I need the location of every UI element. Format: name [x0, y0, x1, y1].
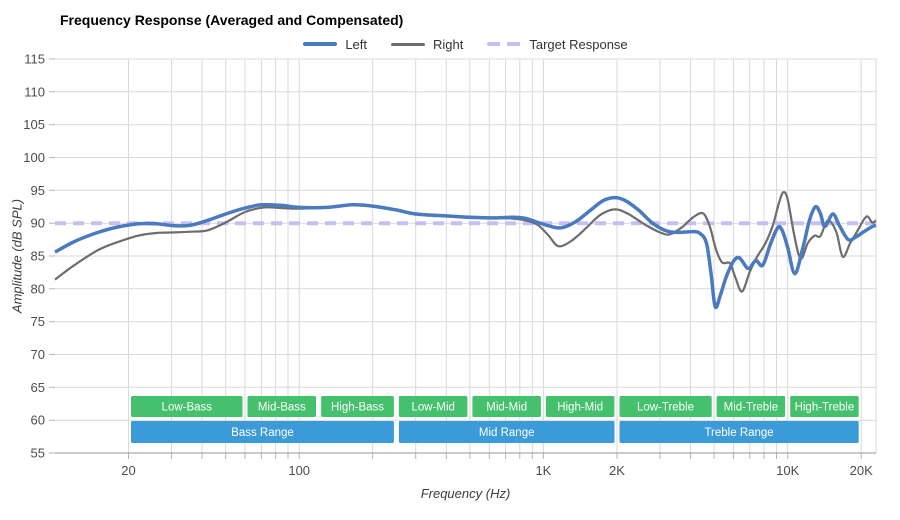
series-left-line: [54, 195, 877, 310]
y-tick-110: 110: [24, 84, 45, 99]
y-tick-100: 100: [23, 150, 45, 165]
series-curves: [54, 191, 877, 310]
band-label-high-bass: High-Bass: [331, 402, 384, 414]
frequency-range-bands: Low-Bass Mid-Bass High-Bass Low-Mid Mid-Mid H…: [131, 396, 859, 443]
band-mid-mid: [472, 396, 541, 417]
y-tick-65: 65: [31, 380, 45, 395]
band-label-high-treble: High-Treble: [795, 402, 855, 414]
band-high-mid: [545, 396, 615, 417]
x-tick-labels: 20 100 1K 2K 10K 20K: [121, 463, 873, 478]
x-tick-10K: 10K: [776, 463, 799, 478]
band-low-mid: [398, 396, 468, 417]
legend-item-right[interactable]: Right: [391, 37, 463, 52]
y-tick-labels: 55 60 65 70 75 80 85 90 95 100 105 110 115: [23, 52, 45, 461]
y-tick-55: 55: [31, 446, 45, 461]
y-axis-label: Amplitude (dB SPL): [9, 198, 25, 314]
band-label-bass-range: Bass Range: [231, 427, 294, 439]
legend-label-right: Right: [433, 36, 464, 52]
band-label-mid-treble: Mid-Treble: [724, 402, 779, 414]
y-tick-90: 90: [31, 216, 45, 231]
band-low-treble: [619, 396, 712, 417]
left-series-line-icon: [303, 42, 338, 46]
gridlines: [55, 58, 877, 453]
legend-item-target-response[interactable]: Target Response: [487, 36, 628, 52]
x-tick-20K: 20K: [850, 463, 873, 478]
y-tick-115: 115: [24, 52, 45, 67]
y-tick-75: 75: [31, 314, 45, 329]
band-label-high-mid: High-Mid: [557, 402, 603, 414]
x-tick-2K: 2K: [609, 463, 625, 478]
band-mid-treble: [716, 396, 786, 417]
band-label-mid-mid: Mid-Mid: [486, 402, 527, 414]
band-label-low-mid: Low-Mid: [411, 402, 454, 414]
x-tick-20: 20: [121, 463, 135, 478]
band-treble-range: [619, 421, 859, 443]
y-tick-95: 95: [31, 183, 45, 198]
band-label-low-treble: Low-Treble: [637, 402, 694, 414]
band-high-treble: [790, 396, 859, 417]
chart-title: Frequency Response (Averaged and Compens…: [60, 12, 404, 28]
legend-label-target-response: Target Response: [529, 36, 628, 52]
band-label-mid-range: Mid Range: [479, 427, 535, 439]
y-tick-70: 70: [31, 347, 45, 362]
series-right-line: [54, 191, 877, 293]
y-tick-80: 80: [31, 281, 45, 296]
x-axis-label: Frequency (Hz): [420, 486, 511, 501]
legend-label-left: Left: [345, 36, 368, 52]
band-label-mid-bass: Mid-Bass: [258, 402, 306, 414]
tick-marks: [49, 58, 862, 459]
band-low-bass: [131, 396, 243, 417]
band-mid-bass: [247, 396, 316, 417]
target-response-dashed-line-icon: [487, 42, 522, 46]
band-bass-range: [131, 421, 394, 443]
band-high-bass: [321, 396, 394, 417]
y-tick-105: 105: [23, 117, 45, 132]
x-tick-100: 100: [288, 463, 310, 478]
right-series-line-icon: [391, 42, 426, 46]
band-label-treble-range: Treble Range: [704, 427, 773, 439]
legend: Left Right Target Response: [55, 36, 876, 52]
legend-item-left[interactable]: Left: [303, 37, 367, 52]
x-tick-1K: 1K: [535, 463, 551, 478]
y-tick-60: 60: [31, 413, 45, 428]
band-mid-range: [398, 421, 615, 443]
y-tick-85: 85: [31, 249, 45, 264]
band-label-low-bass: Low-Bass: [162, 402, 213, 414]
